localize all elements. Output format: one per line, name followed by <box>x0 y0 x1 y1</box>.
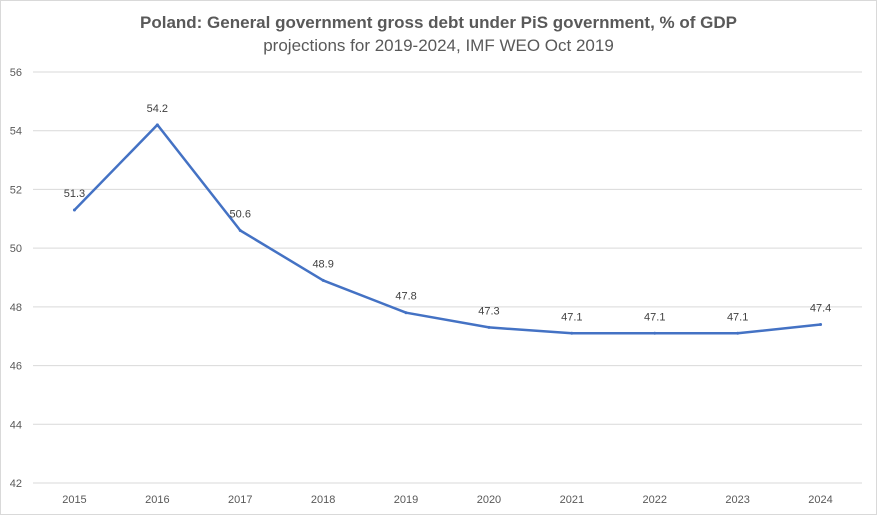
data-point <box>487 325 491 329</box>
x-tick-label: 2023 <box>725 494 749 506</box>
chart-subtitle: projections for 2019-2024, IMF WEO Oct 2… <box>263 36 614 55</box>
data-label: 47.1 <box>644 311 665 323</box>
chart-title: Poland: General government gross debt un… <box>140 13 737 32</box>
data-labels: 51.3 54.2 50.6 48.9 47.8 47.3 47.1 47.1 47.1 47.4 <box>64 103 832 323</box>
data-label: 47.1 <box>561 311 582 323</box>
series-line <box>73 123 822 335</box>
x-tick-label: 2017 <box>228 494 252 506</box>
x-tick-label: 2015 <box>62 494 86 506</box>
y-tick-label: 56 <box>10 67 22 79</box>
x-tick-label: 2018 <box>311 494 335 506</box>
data-label: 47.1 <box>727 311 748 323</box>
data-point <box>653 331 657 335</box>
x-tick-label: 2021 <box>560 494 584 506</box>
series-group <box>72 123 823 335</box>
x-tick-label: 2024 <box>808 494 832 506</box>
y-tick-label: 50 <box>10 243 22 255</box>
y-tick-label: 42 <box>10 478 22 490</box>
gridlines <box>33 71 862 484</box>
data-point <box>72 208 76 212</box>
data-label: 54.2 <box>147 103 168 115</box>
data-point <box>155 123 159 127</box>
data-label: 50.6 <box>230 209 251 221</box>
x-tick-label: 2020 <box>477 494 501 506</box>
y-tick-label: 54 <box>10 126 22 138</box>
data-label: 51.3 <box>64 188 85 200</box>
y-tick-label: 48 <box>10 302 22 314</box>
y-axis-ticks: 42 44 46 48 50 52 54 56 <box>10 67 22 490</box>
x-tick-label: 2016 <box>145 494 169 506</box>
y-tick-label: 52 <box>10 184 22 196</box>
x-axis-ticks: 2015 2016 2017 2018 2019 2020 2021 2022 2023 2024 <box>62 494 833 506</box>
data-label: 47.4 <box>810 302 831 314</box>
data-point <box>736 331 740 335</box>
x-tick-label: 2022 <box>643 494 667 506</box>
x-tick-label: 2019 <box>394 494 418 506</box>
data-point <box>570 331 574 335</box>
data-point <box>238 229 242 233</box>
data-point <box>404 311 408 315</box>
data-label: 48.9 <box>312 258 333 270</box>
data-label: 47.3 <box>478 305 499 317</box>
data-point <box>321 278 325 282</box>
data-label: 47.8 <box>395 291 416 303</box>
y-tick-label: 46 <box>10 361 22 373</box>
y-tick-label: 44 <box>10 419 22 431</box>
data-point <box>819 322 823 326</box>
